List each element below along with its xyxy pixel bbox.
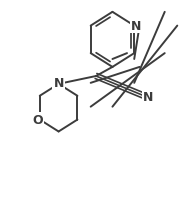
Text: O: O bbox=[33, 114, 43, 126]
Text: N: N bbox=[53, 77, 64, 90]
Text: N: N bbox=[131, 20, 141, 33]
Text: N: N bbox=[143, 90, 153, 103]
